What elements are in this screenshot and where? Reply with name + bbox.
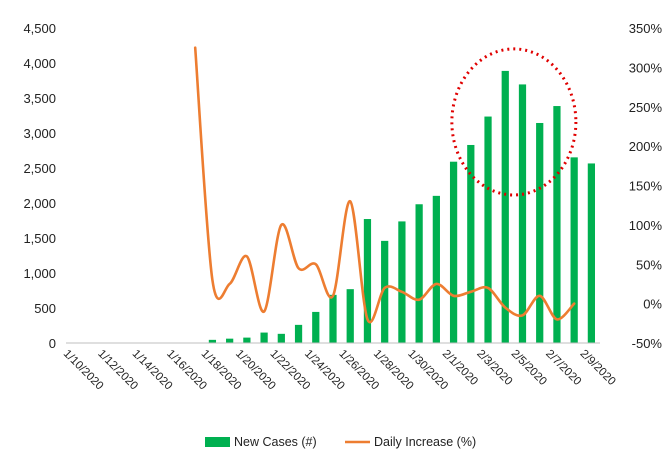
y-left-tick-label: 2,000 xyxy=(23,196,56,211)
bar-new-cases xyxy=(536,122,544,344)
x-axis: 1/10/20201/12/20201/14/20201/16/20201/18… xyxy=(61,348,618,393)
bar-new-cases xyxy=(501,70,509,343)
bar-new-cases xyxy=(329,294,337,343)
y-axis-right: -50% 0% 50% 100% 150% 200% 250% 300% 350% xyxy=(629,21,663,351)
bar-new-cases xyxy=(467,144,475,343)
bar-series-new-cases xyxy=(208,70,596,344)
x-tick-label: 2/7/2020 xyxy=(543,348,583,388)
y-right-tick-label: 300% xyxy=(629,60,663,75)
y-right-tick-label: -50% xyxy=(632,336,663,351)
y-right-tick-label: 100% xyxy=(629,218,663,233)
x-tick-label: 2/9/2020 xyxy=(578,348,618,388)
bar-new-cases xyxy=(432,195,440,343)
highlight-ellipse xyxy=(450,47,578,197)
legend-label-daily-increase: Daily Increase (%) xyxy=(374,435,476,449)
y-left-tick-label: 0 xyxy=(49,336,56,351)
y-left-tick-label: 1,500 xyxy=(23,231,56,246)
bar-new-cases xyxy=(570,157,578,343)
y-axis-left: 0 500 1,000 1,500 2,000 2,500 3,000 3,500 4,000 4… xyxy=(23,21,56,351)
bar-new-cases xyxy=(587,163,596,343)
bar-new-cases xyxy=(312,311,320,343)
x-tick-label: 2/5/2020 xyxy=(509,348,549,388)
bar-new-cases xyxy=(294,324,303,343)
bar-new-cases xyxy=(381,240,389,343)
y-right-tick-label: 350% xyxy=(629,21,663,36)
bar-new-cases xyxy=(518,84,527,344)
y-left-tick-label: 4,000 xyxy=(23,56,56,71)
y-left-tick-label: 3,500 xyxy=(23,91,56,106)
bar-new-cases xyxy=(484,116,492,343)
legend-swatch-new-cases xyxy=(205,437,230,447)
bar-new-cases xyxy=(226,338,234,343)
x-tick-label: 2/3/2020 xyxy=(474,348,514,388)
bar-new-cases xyxy=(449,161,458,343)
bar-new-cases xyxy=(277,333,285,343)
bar-new-cases xyxy=(346,289,354,343)
y-left-tick-label: 1,000 xyxy=(23,266,56,281)
line-series-daily-increase xyxy=(193,46,576,324)
y-left-tick-label: 4,500 xyxy=(23,21,56,36)
bar-new-cases xyxy=(208,339,217,343)
legend-label-new-cases: New Cases (#) xyxy=(234,435,317,449)
y-right-tick-label: 0% xyxy=(643,297,662,312)
y-left-tick-label: 2,500 xyxy=(23,161,56,176)
bar-new-cases xyxy=(553,106,561,343)
bar-new-cases xyxy=(398,221,406,343)
y-right-tick-label: 250% xyxy=(629,100,663,115)
bar-new-cases xyxy=(243,337,251,343)
bar-new-cases xyxy=(363,219,372,343)
bar-new-cases xyxy=(415,204,423,343)
legend: New Cases (#) Daily Increase (%) xyxy=(205,435,476,449)
y-left-tick-label: 3,000 xyxy=(23,126,56,141)
y-right-tick-label: 200% xyxy=(629,139,663,154)
y-right-tick-label: 150% xyxy=(629,179,663,194)
bar-new-cases xyxy=(260,332,268,343)
y-right-tick-label: 50% xyxy=(636,257,662,272)
y-left-tick-label: 500 xyxy=(34,301,56,316)
